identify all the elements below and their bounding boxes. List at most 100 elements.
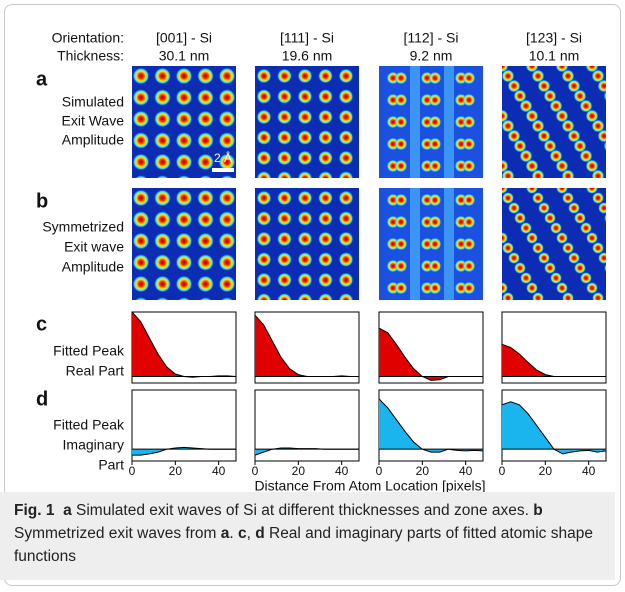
atom	[156, 175, 169, 178]
atom	[556, 282, 568, 294]
peak-curve	[501, 401, 607, 455]
atom	[218, 153, 236, 171]
atom	[218, 67, 236, 85]
atom	[256, 89, 272, 104]
atom	[297, 171, 313, 178]
caption-text: Real and imaginary parts of fitted atomi…	[14, 525, 598, 565]
x-tick-label: 20	[169, 464, 183, 478]
atom	[297, 130, 313, 145]
atom	[318, 231, 333, 247]
atom	[394, 71, 408, 85]
atom	[277, 68, 292, 84]
atom	[132, 189, 150, 207]
atom	[585, 109, 599, 123]
atom	[240, 297, 257, 314]
row-label: Amplitude	[62, 259, 124, 275]
atom	[318, 171, 333, 178]
atom	[490, 272, 502, 284]
atom	[532, 192, 544, 204]
atom	[591, 119, 605, 133]
atom	[154, 189, 171, 207]
exit-wave-image	[379, 188, 483, 300]
atom	[514, 40, 527, 53]
atom	[199, 175, 212, 178]
scale-bar	[212, 168, 234, 172]
atom	[318, 272, 333, 288]
atom	[603, 140, 606, 152]
atom	[525, 159, 539, 173]
atom	[610, 272, 622, 284]
atom	[616, 282, 625, 294]
peak-curve	[254, 447, 359, 456]
atom	[197, 211, 214, 228]
atom	[591, 69, 605, 83]
atom	[154, 110, 171, 128]
atom	[277, 190, 292, 206]
atom	[567, 129, 581, 143]
atom	[256, 109, 272, 125]
atom	[197, 110, 214, 128]
atom	[338, 150, 354, 166]
atom	[544, 212, 556, 224]
row-label: Exit Wave	[62, 113, 125, 129]
atom	[218, 254, 236, 271]
atom	[428, 115, 442, 129]
atom	[297, 272, 313, 288]
band	[410, 66, 420, 178]
atom	[428, 281, 442, 295]
peak-curve	[131, 311, 237, 378]
atom	[297, 252, 313, 267]
atom	[318, 150, 333, 166]
x-tick-label: 40	[459, 464, 473, 478]
atom	[462, 215, 476, 229]
atom	[256, 68, 272, 84]
atom	[549, 99, 563, 113]
atom	[462, 93, 476, 107]
x-tick-label: 40	[335, 464, 349, 478]
atom	[197, 153, 214, 171]
atom	[132, 254, 150, 271]
atom	[561, 69, 575, 83]
atom	[462, 193, 476, 207]
atom	[543, 139, 557, 153]
atom	[277, 130, 292, 145]
atom	[502, 282, 508, 294]
atom	[428, 93, 442, 107]
atom	[256, 150, 272, 166]
atom	[610, 100, 623, 113]
atom	[462, 115, 476, 129]
atom	[579, 149, 593, 163]
column-orientation: [001] - Si	[156, 30, 212, 46]
atom	[175, 153, 193, 171]
atom	[532, 292, 544, 300]
atom	[526, 232, 538, 244]
caption-text: b	[533, 502, 543, 519]
atom	[359, 110, 374, 125]
caption-text: Fig. 1	[14, 502, 55, 519]
atom	[394, 115, 408, 129]
atom	[549, 149, 563, 163]
atom	[218, 232, 236, 250]
atom	[502, 66, 509, 73]
atom	[616, 160, 625, 173]
row-label: Symmetrized	[42, 219, 124, 235]
atom	[580, 272, 592, 284]
atom	[428, 237, 442, 251]
atom	[394, 159, 408, 173]
atom	[318, 109, 333, 125]
atom	[526, 188, 538, 194]
atom	[256, 272, 272, 288]
peak-fill	[379, 328, 483, 381]
atom	[597, 79, 606, 93]
atom	[604, 263, 606, 273]
atom	[555, 159, 569, 173]
atom	[538, 202, 550, 214]
atom	[394, 281, 408, 295]
atom	[484, 312, 496, 324]
atom	[338, 211, 354, 226]
scale-bar-label: 2 Å	[214, 150, 232, 165]
atom	[592, 242, 604, 254]
atom	[513, 89, 527, 103]
atom	[484, 162, 496, 174]
atom	[218, 89, 236, 106]
